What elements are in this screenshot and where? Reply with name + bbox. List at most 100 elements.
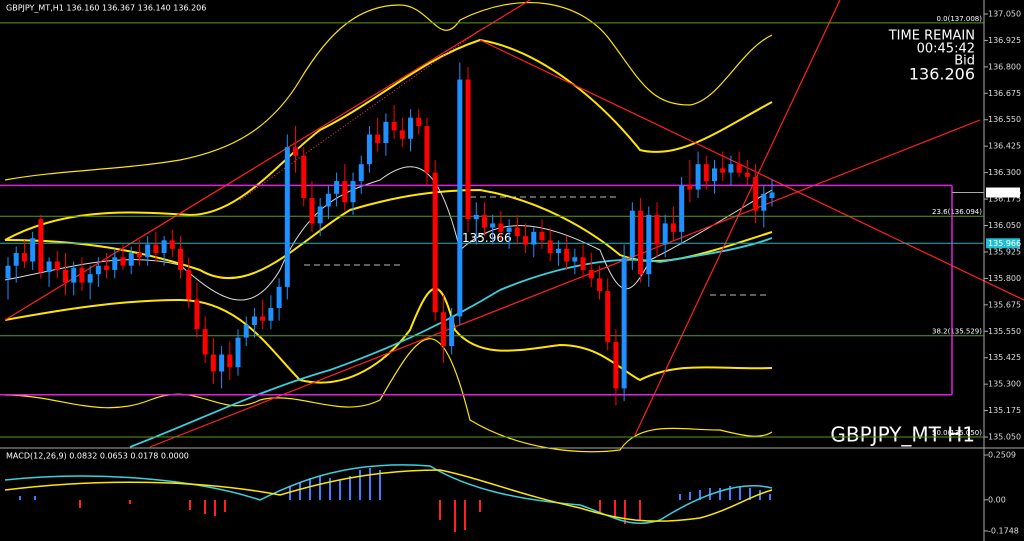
- y-tick-label: 135.800: [988, 274, 1021, 283]
- candle-body: [432, 172, 438, 313]
- candle-body: [71, 267, 77, 283]
- macd-line: [4, 464, 773, 524]
- candle-body: [38, 219, 44, 273]
- candle-body: [350, 181, 356, 203]
- candle-body: [506, 227, 512, 232]
- candle-body: [744, 172, 750, 177]
- candle-body: [531, 231, 537, 245]
- candle-body: [136, 253, 142, 258]
- candle-body: [169, 240, 175, 249]
- candle-body: [687, 185, 693, 190]
- y-tick-label: 136.425: [988, 142, 1021, 151]
- bid-tag: 136.206: [988, 188, 1021, 197]
- y-tick-label: 136.800: [988, 62, 1021, 71]
- macd-label: MACD(12,26,9) 0.0832 0.0653 0.0178 0.000…: [6, 452, 189, 461]
- candle-body: [63, 269, 69, 283]
- macd-tick-label: 0.00: [988, 495, 1006, 504]
- candle-body: [153, 244, 159, 254]
- candle-body: [5, 265, 11, 279]
- candle-body: [424, 126, 430, 173]
- candle-body: [572, 257, 578, 262]
- bollinger-mid-low: [4, 287, 773, 384]
- candle-body: [161, 240, 167, 254]
- macd-histogram-neg: [79, 500, 641, 532]
- candle-body: [498, 223, 504, 232]
- candle-body: [317, 206, 323, 224]
- candle-body: [243, 324, 249, 338]
- candle-body: [21, 253, 27, 262]
- candle-body: [95, 265, 101, 275]
- candle-body: [711, 168, 717, 182]
- fib-label: 50.0(135.050): [932, 429, 982, 437]
- candle-body: [564, 248, 570, 262]
- y-tick-label: 135.300: [988, 380, 1021, 389]
- watermark: GBPJPY_MT H1: [830, 423, 975, 447]
- bollinger-mid-up: [4, 38, 773, 241]
- candle-body: [235, 337, 241, 368]
- candle-body: [399, 130, 405, 139]
- candle-body: [514, 227, 520, 237]
- candle-body: [112, 257, 118, 270]
- timer-label: TIME REMAIN: [888, 29, 975, 44]
- level-tag: 135.966: [988, 239, 1021, 248]
- candle-body: [219, 354, 225, 372]
- candle-body: [276, 286, 282, 309]
- y-tick-label: 135.175: [988, 406, 1021, 415]
- candle-body: [736, 164, 742, 173]
- candle-body: [284, 147, 290, 287]
- candle-body: [728, 164, 734, 173]
- candle-body: [227, 354, 233, 368]
- candle-body: [555, 248, 561, 254]
- bid-value: 136.206: [909, 65, 975, 84]
- candle-body: [769, 192, 775, 199]
- macd-overlays: [4, 464, 773, 532]
- candle-body: [539, 231, 545, 241]
- y-tick-label: 135.925: [988, 247, 1021, 256]
- candle-body: [621, 257, 627, 389]
- candle-body: [646, 214, 652, 275]
- y-tick-label: 136.175: [988, 195, 1021, 204]
- candle-body: [703, 164, 709, 182]
- fib-label: 0.0(137.008): [936, 15, 982, 23]
- y-tick-label: 135.425: [988, 353, 1021, 362]
- trendline: [4, 0, 1024, 448]
- candle-body: [720, 168, 726, 173]
- candle-body: [334, 181, 340, 194]
- candle-body: [596, 278, 602, 292]
- candle-body: [753, 176, 759, 211]
- candle-body: [178, 248, 184, 270]
- candle-body: [391, 121, 397, 131]
- candle-body: [490, 223, 496, 228]
- candle-body: [79, 267, 85, 283]
- candle-body: [46, 261, 52, 273]
- candle-body: [251, 316, 257, 325]
- candle-body: [375, 134, 381, 144]
- candle-body: [194, 299, 200, 330]
- y-tick-label: 136.550: [988, 115, 1021, 124]
- candle-body: [301, 155, 307, 199]
- bid-label: Bid: [954, 54, 975, 69]
- candle-body: [662, 223, 668, 245]
- timer: 00:45:42: [917, 42, 975, 57]
- y-tick-label: 136.925: [988, 36, 1021, 45]
- candle-body: [473, 214, 479, 220]
- fib-label: 23.6(136.094): [932, 208, 982, 216]
- trendline-dotted: [239, 29, 481, 201]
- ema-cyan: [129, 237, 773, 448]
- candle-body: [268, 308, 274, 321]
- candle-body: [408, 117, 414, 139]
- macd-tick-label: -0.1748: [988, 526, 1019, 535]
- candle-body: [654, 214, 660, 245]
- candle-body: [440, 312, 446, 347]
- y-tick-label: 136.675: [988, 89, 1021, 98]
- level-inline-label: 135.966: [462, 231, 512, 245]
- candle-body: [670, 223, 676, 232]
- candle-body: [145, 244, 151, 258]
- candle-body: [30, 238, 36, 262]
- bid-tag-bg: [986, 187, 1020, 198]
- signal-line: [4, 469, 773, 522]
- macd-histogram: [19, 468, 771, 500]
- candle-body: [342, 181, 348, 203]
- candle-body: [629, 210, 635, 258]
